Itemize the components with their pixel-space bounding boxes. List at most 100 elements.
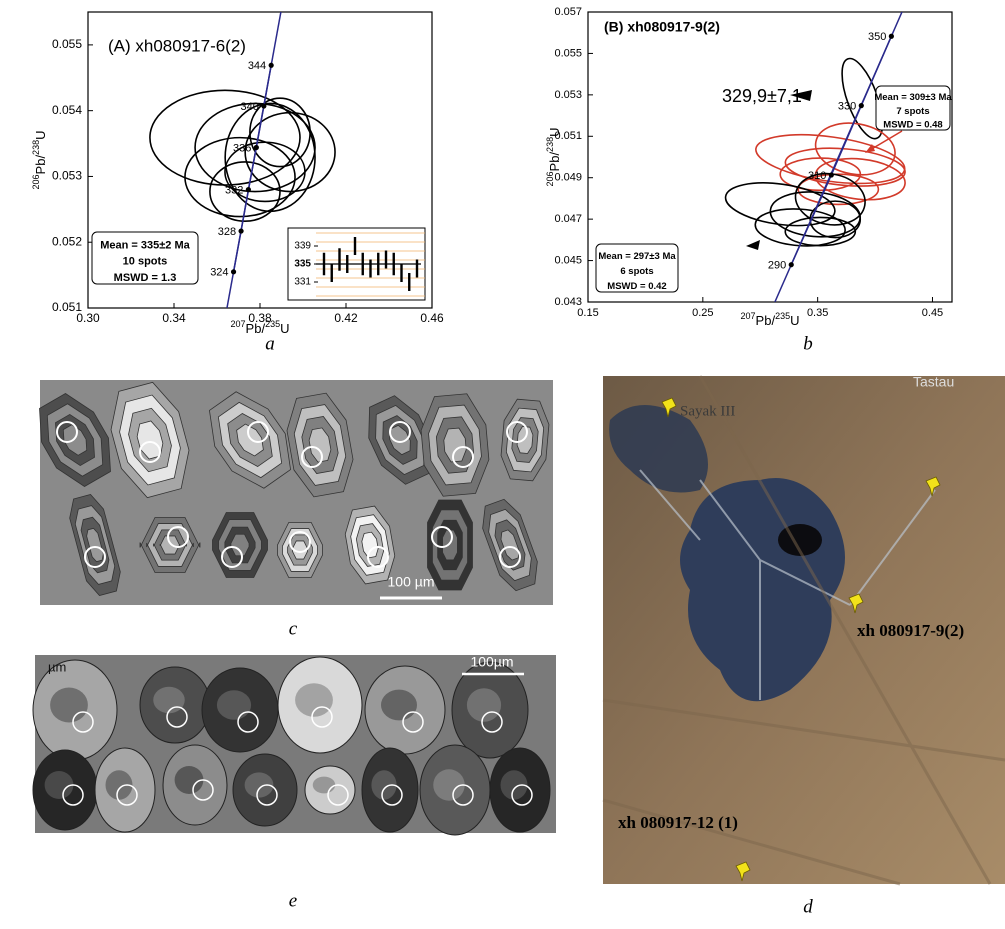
caption: e [289,890,297,911]
annotation: 329,9±7,1 [722,86,802,106]
unit-label: µm [48,659,66,674]
ellipses [724,57,906,247]
pin [735,861,751,882]
age-point [230,269,237,275]
y-tick-label: 0.045 [554,254,582,266]
pit [609,405,708,493]
x-tick-label: 0.25 [692,307,713,319]
grain-zone [174,766,204,794]
road [639,469,936,700]
spot [166,706,188,728]
zircon-zone [389,424,411,456]
age-label: 350 [868,31,886,43]
inset-tick-label: 339 [294,241,311,252]
mean-text: Mean = 309±3 Ma [874,92,952,103]
age-label: 336 [233,142,251,154]
map-label: Sayak III [680,403,735,419]
error-ellipse [184,136,296,218]
grain-zone [105,770,133,800]
mean-text: Mean = 335±2 Ma [100,239,190,251]
ellipses [149,89,336,222]
pin [661,397,677,418]
pins [661,397,941,882]
spot [247,421,269,443]
axis-label-part: 207 [231,319,246,329]
age-point [828,172,834,178]
spot [301,446,323,468]
zircon-zone [159,535,181,555]
error-ellipse [769,191,861,238]
arrow [790,90,812,101]
x-tick-label: 0.34 [162,311,186,325]
panel-e [32,655,556,836]
mean-box [91,231,199,285]
error-ellipse [779,157,862,192]
arrow [746,240,760,250]
age-point [261,103,267,109]
y-tick-label: 0.055 [554,47,582,59]
zircon-zone [308,427,332,463]
ylabel: 206Pb/238U [545,128,562,187]
concordia [226,12,282,308]
x-tick-label: 0.35 [807,307,828,319]
axis-label-part: Pb/ [33,155,48,175]
spot [506,421,528,443]
spot [367,546,389,568]
zircon-zone [516,426,534,454]
zircon-zone [86,527,104,563]
axis-label-part: Pb/ [547,152,562,172]
age-point [858,103,864,109]
y-tick-label: 0.052 [52,234,82,248]
spot [381,784,403,806]
x-tick-label: 0.46 [420,311,444,325]
error-ellipse [224,141,306,203]
spot [56,421,78,443]
age-label: 324 [210,267,228,279]
y-tick-label: 0.053 [52,169,82,183]
map-label: xh 080917-9(2) [857,621,964,640]
error-ellipse [797,173,880,206]
age-label: 332 [225,185,243,197]
inset-tick-label: 335 [294,259,311,270]
caption: d [803,896,813,917]
concordia-curve [232,65,272,272]
y-tick-label: 0.051 [554,130,582,142]
spot [311,706,333,728]
terrain [602,375,1005,886]
y-tick-label: 0.047 [554,213,582,225]
pin [848,593,864,614]
panel-b: 0.15 0.25 0.35 0.45 0.043 0.045 0.047 0.049 0.05… [545,6,953,328]
scale-label: 100 µm [388,574,435,590]
caption: c [289,618,298,639]
spot [139,441,161,463]
grain-zone [312,776,336,794]
age-point [268,62,274,68]
chart-title: (A) xh080917-6(2) [108,36,246,55]
scale-label: 100µm [470,654,513,670]
grain-zone [50,687,88,723]
spot [62,784,84,806]
zircon-zone [361,531,379,559]
error-ellipse [249,97,311,168]
error-ellipse [209,161,281,222]
zircon-zone [230,533,250,557]
age-point [238,228,244,234]
mean-text: MSWD = 1.3 [114,272,177,284]
spot [256,784,278,806]
mean-text: MSWD = 0.42 [607,281,666,292]
spot [167,526,189,548]
grain-zone [466,688,502,722]
axis-label-part: 206 [545,171,555,186]
error-ellipse [784,216,857,247]
grain-zone [244,772,274,798]
spot [289,531,311,553]
grain-zone [500,770,528,800]
y-tick-label: 0.057 [554,6,582,18]
grain-zone [381,689,417,721]
age-point [788,262,794,268]
xlabel: 207Pb/235U [741,311,800,328]
x-tick-label: 0.15 [577,307,598,319]
spot [72,711,94,733]
grain-zone [44,771,74,799]
